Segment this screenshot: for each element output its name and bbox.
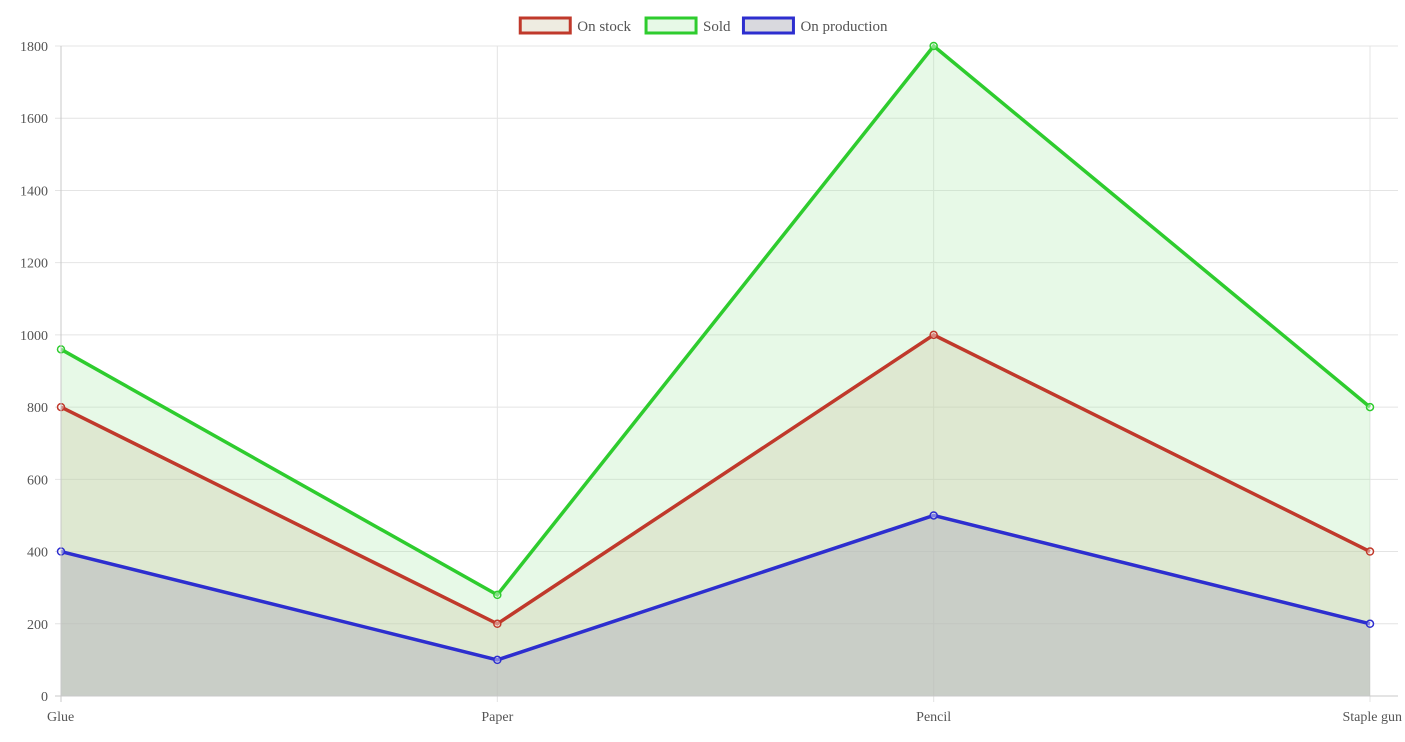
legend-item-sold[interactable]: Sold <box>644 16 731 35</box>
y-tick-label: 600 <box>27 473 48 488</box>
x-tick-label: Pencil <box>916 710 951 725</box>
y-tick-label: 0 <box>41 690 48 705</box>
legend-label: On production <box>800 19 888 35</box>
point-sold[interactable] <box>1365 402 1375 412</box>
legend-swatch <box>518 16 572 35</box>
point-on-stock[interactable] <box>1365 547 1375 556</box>
y-tick-label: 200 <box>27 618 48 633</box>
area-on-production <box>61 515 1370 696</box>
legend-swatch <box>644 16 698 35</box>
y-tick-label: 1200 <box>20 257 48 272</box>
point-on-production[interactable] <box>929 511 938 520</box>
point-on-production[interactable] <box>1365 619 1375 629</box>
point-on-stock[interactable] <box>929 330 938 340</box>
y-tick-label: 800 <box>27 401 48 416</box>
grid <box>55 45 1398 702</box>
legend-swatch <box>741 16 795 35</box>
area-sold <box>61 46 1370 696</box>
x-tick-label: Staple gun <box>1343 710 1403 725</box>
y-tick-label: 1000 <box>20 329 48 344</box>
legend-item-on-stock[interactable]: On stock <box>518 16 631 35</box>
point-on-stock[interactable] <box>493 619 502 629</box>
x-tick-label: Paper <box>481 710 513 725</box>
point-on-production[interactable] <box>493 655 502 665</box>
axes: 0 200 400 600 800 1000 1200 1400 1600 1800 Glue Pap… <box>20 40 1402 725</box>
x-tick-label: Glue <box>47 710 74 725</box>
legend-label: On stock <box>577 19 631 35</box>
point-sold[interactable] <box>493 590 502 600</box>
y-tick-label: 400 <box>27 546 48 561</box>
y-tick-label: 1400 <box>20 184 48 199</box>
y-tick-label: 1800 <box>20 40 48 55</box>
line-on-stock <box>60 332 1371 626</box>
legend-label: Sold <box>703 19 731 35</box>
legend[interactable]: On stock Sold On production <box>518 16 888 35</box>
point-sold[interactable] <box>929 41 938 51</box>
series-points <box>56 41 1375 665</box>
series-lines <box>60 43 1372 662</box>
line-on-production <box>60 513 1371 662</box>
line-sold <box>60 43 1372 598</box>
legend-item-on-production[interactable]: On production <box>741 16 888 35</box>
y-tick-label: 1600 <box>20 112 48 127</box>
series-areas <box>61 46 1370 696</box>
